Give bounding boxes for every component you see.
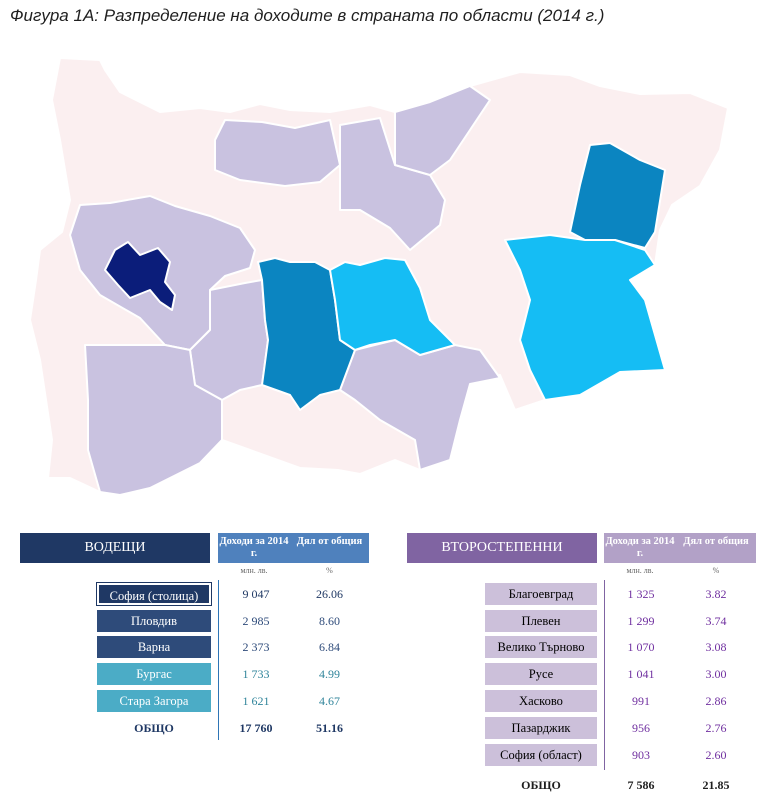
leader-row-share: 8.60 [319,614,340,628]
secondary-row-name: Плевен [485,610,597,632]
secondary-row-name: Пазарджик [485,717,597,739]
secondary-row-income: 1 325 [627,587,655,601]
secondary-share-header: Дял от общия [676,533,756,563]
leader-row-name: София (столица) [96,582,212,606]
secondary-row-name: Велико Търново [485,636,597,658]
secondary-row-share: 3.74 [705,614,727,628]
region-vidin-montana [214,119,341,187]
region-veliko-tarnovo [394,85,491,176]
secondary-row-name: Хасково [485,690,597,712]
secondary-row-share: 2.86 [705,694,727,708]
region-burgas [504,234,666,401]
secondary-row-income: 1 041 [627,667,655,681]
region-sofia-capital [104,241,176,311]
leader-row-share: 6.84 [319,640,340,654]
region-varna [569,142,666,249]
secondary-unit-income: млн. лв. [626,566,654,575]
leader-row-name: Бургас [97,663,211,685]
secondary-total-label: ОБЩО [521,778,561,792]
leader-row-name: Варна [97,636,211,658]
leader-row-income: 9 047 [242,587,270,601]
secondary-row-share: 2.60 [705,748,727,762]
bulgaria-income-map [29,57,729,496]
leader-row-income: 2 373 [242,640,270,654]
leader-row-income: 1 621 [242,694,270,708]
leader-row-income: 1 733 [242,667,270,681]
secondary-row-name: София (област) [485,744,597,766]
secondary-row-name: Благоевград [485,583,597,605]
leaders-unit-income: млн. лв. [240,566,268,575]
secondary-row-income: 991 [632,694,650,708]
leaders-divider [218,580,219,740]
secondary-divider [604,580,605,770]
leaders-total-income: 17 760 [239,721,273,735]
secondary-row-income: 903 [632,748,650,762]
leader-row-share: 26.06 [316,587,343,601]
secondary-row-income: 1 070 [627,640,655,654]
leaders-total-label: ОБЩО [134,721,174,735]
secondary-row-share: 2.76 [705,721,727,735]
secondary-row-name: Русе [485,663,597,685]
secondary-row-income: 956 [632,721,650,735]
region-blagoevgrad [84,344,223,496]
region-pleven [339,117,446,251]
leader-row-share: 4.99 [319,667,340,681]
region-stara-zagora [329,257,456,356]
secondary-total-share: 21.85 [702,778,730,792]
leaders-share-header: Дял от общия [290,533,369,563]
figure-title: Фигура 1А: Разпределение на доходите в с… [10,6,605,25]
region-pazardzhik [189,279,269,401]
leaders-income-header: Доходи за 2014 г. [218,533,290,563]
secondary-row-share: 3.08 [705,640,727,654]
leader-row-income: 2 985 [242,614,270,628]
leader-row-name: Пловдив [97,610,211,632]
secondary-row-share: 3.00 [705,667,727,681]
secondary-income-header: Доходи за 2014 г. [604,533,676,563]
leaders-unit-share: % [326,566,333,575]
secondary-row-income: 1 299 [627,614,655,628]
secondary-header: ВТОРОСТЕПЕННИ [407,533,597,563]
leader-row-share: 4.67 [319,694,340,708]
secondary-unit-share: % [712,566,720,575]
leaders-total-share: 51.16 [316,721,343,735]
leader-row-name: Стара Загора [97,690,211,712]
secondary-row-share: 3.82 [705,587,727,601]
secondary-total-income: 7 586 [627,778,655,792]
leaders-header: ВОДЕЩИ [20,533,210,563]
